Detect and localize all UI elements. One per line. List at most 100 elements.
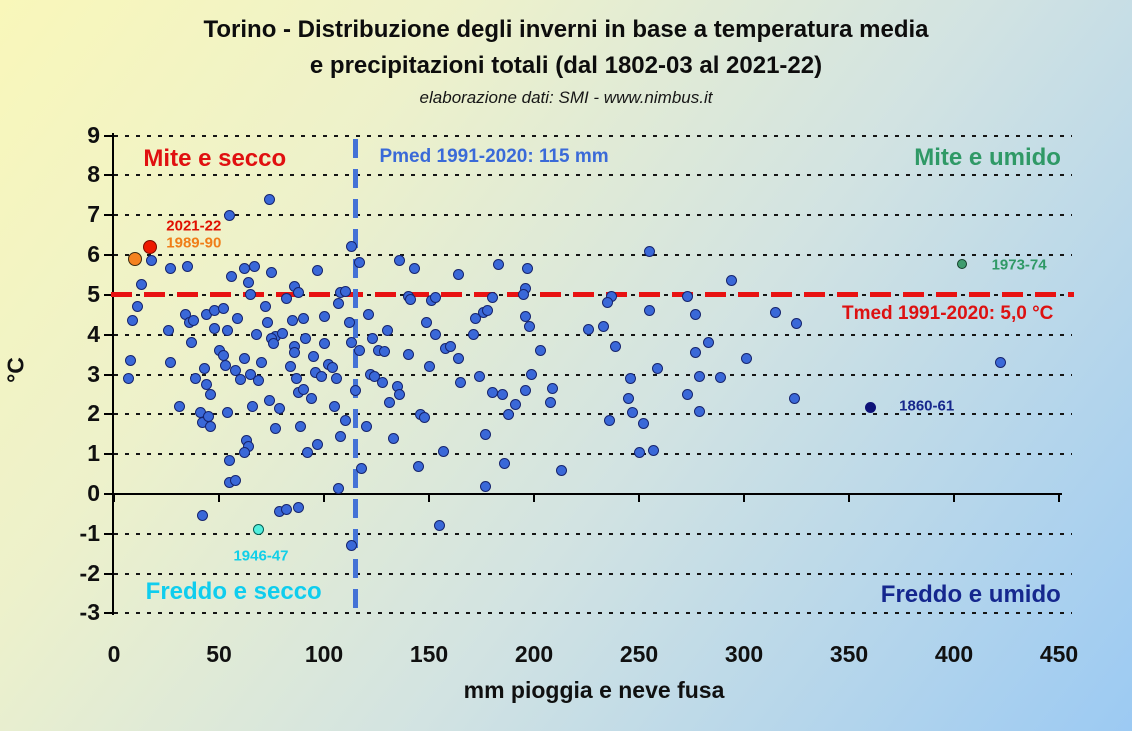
data-point [209, 323, 221, 335]
data-point [261, 317, 273, 329]
data-point [339, 286, 351, 298]
data-point [163, 325, 175, 337]
data-point [266, 267, 277, 279]
data-point [637, 417, 649, 429]
data-point [287, 315, 298, 327]
x-axis-tick [848, 494, 850, 502]
data-point [648, 444, 660, 456]
y-axis-tick [104, 532, 114, 535]
data-point [381, 325, 393, 337]
data-point [326, 361, 338, 373]
x-tick-label: 100 [304, 641, 344, 667]
data-point [127, 315, 139, 327]
data-point [165, 357, 177, 369]
data-point [249, 261, 261, 273]
x-tick-label: 300 [724, 641, 764, 667]
data-point [402, 349, 414, 361]
data-point [234, 373, 246, 385]
data-point [251, 329, 263, 341]
data-point [297, 384, 309, 396]
data-point [284, 361, 296, 373]
data-point [394, 255, 406, 267]
data-point [524, 321, 536, 333]
y-tick-label: 8 [87, 161, 100, 188]
point-label-1973-74: 1973-74 [991, 256, 1047, 274]
data-point [681, 388, 693, 400]
data-point [379, 346, 391, 358]
y-axis-tick [104, 373, 114, 376]
y-tick-label: 1 [87, 440, 100, 467]
data-point [205, 420, 217, 432]
x-tick-label: 150 [409, 641, 449, 667]
data-point [308, 351, 319, 363]
y-axis-tick [104, 493, 114, 495]
data-point [522, 263, 534, 275]
data-point [383, 396, 395, 408]
data-point [725, 275, 737, 287]
data-point [268, 337, 280, 349]
data-point [555, 464, 567, 476]
data-point [305, 392, 317, 404]
data-point [293, 502, 305, 514]
data-point [452, 353, 464, 365]
data-point [198, 363, 210, 375]
data-point [545, 396, 557, 408]
data-point [312, 265, 324, 277]
data-point [289, 347, 301, 359]
data-point [217, 303, 229, 315]
data-point-1946-47 [253, 524, 265, 536]
data-point [604, 414, 616, 426]
data-point [247, 400, 259, 412]
data-point [276, 328, 288, 340]
data-point [518, 289, 529, 301]
data-point [280, 504, 292, 516]
y-tick-label: 3 [87, 360, 100, 387]
data-point [623, 392, 634, 404]
data-point [534, 345, 546, 357]
data-point [480, 428, 492, 440]
chart-subtitle: elaborazione dati: SMI - www.nimbus.it [419, 88, 713, 107]
gridline-y-3 [114, 373, 1072, 376]
data-point [253, 374, 265, 386]
data-point [245, 289, 256, 301]
data-point [131, 301, 143, 313]
y-tick-label: 2 [87, 400, 100, 427]
x-axis-tick [953, 494, 955, 502]
gridline-y-9 [114, 134, 1072, 137]
data-point [190, 372, 202, 384]
data-point [280, 293, 292, 305]
gridline-y-4 [114, 333, 1072, 336]
x-tick-label: 200 [514, 641, 554, 667]
x-tick-label: 250 [619, 641, 659, 667]
y-axis-line [112, 133, 114, 615]
data-point [173, 400, 185, 412]
data-point [486, 292, 498, 304]
y-axis-tick [104, 572, 114, 575]
x-axis-tick [323, 494, 325, 502]
data-point [408, 263, 420, 275]
data-point [293, 287, 305, 299]
data-point [360, 420, 372, 432]
data-point [165, 263, 177, 275]
data-point [263, 193, 275, 205]
x-axis-tick [743, 494, 745, 502]
data-point [345, 540, 357, 552]
chart-title-line2: e precipitazioni totali (dal 1802-03 al … [309, 52, 823, 79]
data-point [473, 370, 485, 382]
gridline-y-1 [114, 453, 1072, 456]
data-point [354, 345, 366, 357]
y-tick-label: -2 [79, 559, 100, 586]
data-point [444, 341, 456, 353]
x-axis-tick [533, 494, 535, 502]
y-axis-tick [104, 254, 114, 256]
data-point [547, 382, 559, 394]
quadrant-label-freddo-e-umido: Freddo e umido [880, 581, 1061, 609]
y-axis-tick [104, 333, 114, 336]
x-tick-label: 400 [934, 641, 974, 667]
x-axis-tick [218, 494, 220, 502]
data-point [503, 408, 515, 420]
data-point [429, 292, 441, 304]
data-point [715, 371, 727, 383]
data-point [238, 263, 250, 275]
